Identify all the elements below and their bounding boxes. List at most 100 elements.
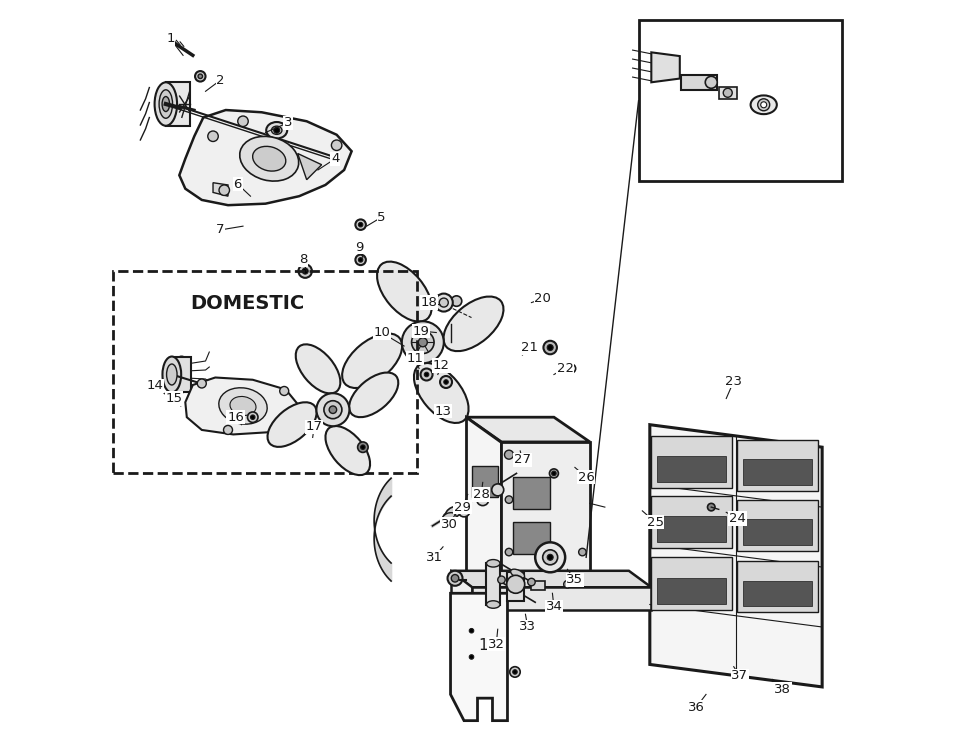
- Ellipse shape: [342, 333, 402, 388]
- Circle shape: [360, 445, 365, 450]
- Text: 16: 16: [227, 411, 244, 423]
- Circle shape: [401, 321, 444, 363]
- Text: 5: 5: [377, 211, 386, 223]
- Text: 11: 11: [407, 351, 423, 365]
- Circle shape: [419, 338, 427, 347]
- Circle shape: [507, 575, 525, 593]
- Text: 35: 35: [566, 573, 583, 587]
- Text: 34: 34: [545, 600, 562, 614]
- Polygon shape: [213, 183, 228, 196]
- Text: 15: 15: [166, 392, 183, 405]
- Bar: [639, 20, 842, 181]
- Ellipse shape: [271, 126, 282, 135]
- Ellipse shape: [751, 96, 777, 114]
- Circle shape: [498, 576, 505, 584]
- Text: 30: 30: [441, 518, 458, 531]
- Text: 33: 33: [519, 620, 536, 633]
- Bar: [743, 519, 812, 544]
- Ellipse shape: [159, 89, 172, 118]
- Circle shape: [543, 341, 557, 354]
- Bar: [738, 499, 818, 550]
- Text: 38: 38: [774, 683, 791, 696]
- Circle shape: [331, 140, 342, 150]
- Circle shape: [208, 131, 218, 141]
- Polygon shape: [185, 378, 299, 435]
- Ellipse shape: [377, 262, 432, 322]
- Polygon shape: [513, 478, 550, 508]
- Circle shape: [491, 484, 504, 496]
- Ellipse shape: [267, 402, 317, 447]
- Bar: [738, 440, 818, 490]
- Ellipse shape: [414, 363, 468, 423]
- Circle shape: [451, 296, 462, 306]
- Polygon shape: [513, 522, 550, 553]
- Text: 2: 2: [217, 74, 225, 86]
- Circle shape: [708, 503, 715, 511]
- Ellipse shape: [326, 426, 370, 475]
- Text: 1: 1: [166, 32, 174, 45]
- Text: 14: 14: [147, 379, 164, 393]
- Ellipse shape: [445, 506, 462, 518]
- Polygon shape: [467, 417, 501, 571]
- Circle shape: [435, 293, 453, 311]
- Text: 10: 10: [374, 326, 390, 339]
- Ellipse shape: [172, 356, 191, 393]
- Text: 1: 1: [478, 638, 488, 653]
- Circle shape: [274, 127, 280, 133]
- Bar: [657, 456, 726, 482]
- Bar: [738, 561, 818, 612]
- Bar: [651, 496, 732, 548]
- Ellipse shape: [167, 82, 189, 126]
- Circle shape: [330, 406, 336, 414]
- Text: 26: 26: [578, 471, 595, 484]
- Text: 3: 3: [284, 117, 292, 129]
- Circle shape: [440, 376, 452, 388]
- Bar: [681, 74, 718, 89]
- Circle shape: [358, 258, 363, 262]
- Text: 12: 12: [433, 359, 450, 372]
- Circle shape: [421, 368, 433, 381]
- Ellipse shape: [240, 136, 299, 181]
- Circle shape: [197, 379, 206, 388]
- Text: 37: 37: [731, 669, 748, 682]
- Text: 31: 31: [425, 550, 443, 564]
- Circle shape: [451, 575, 459, 582]
- Bar: [743, 459, 812, 484]
- Ellipse shape: [230, 396, 256, 415]
- Text: 20: 20: [535, 293, 551, 305]
- Bar: [487, 563, 500, 605]
- Text: 19: 19: [413, 325, 430, 338]
- Circle shape: [443, 512, 455, 524]
- Circle shape: [469, 629, 474, 633]
- Circle shape: [355, 255, 366, 265]
- Circle shape: [195, 71, 206, 81]
- Bar: [532, 581, 545, 590]
- Ellipse shape: [349, 372, 399, 417]
- Ellipse shape: [444, 296, 504, 351]
- Text: 29: 29: [454, 501, 471, 514]
- Text: 24: 24: [729, 512, 746, 525]
- Polygon shape: [298, 153, 322, 180]
- Ellipse shape: [266, 122, 287, 138]
- Ellipse shape: [167, 364, 177, 385]
- Polygon shape: [450, 571, 471, 593]
- Text: 6: 6: [234, 177, 242, 191]
- Text: 9: 9: [354, 241, 363, 253]
- Text: 23: 23: [725, 374, 742, 388]
- Text: 28: 28: [473, 488, 490, 501]
- Ellipse shape: [487, 601, 500, 608]
- Circle shape: [705, 76, 718, 88]
- Bar: [657, 516, 726, 542]
- Circle shape: [723, 88, 732, 97]
- Circle shape: [458, 505, 470, 517]
- Polygon shape: [650, 425, 822, 687]
- Bar: [651, 436, 732, 488]
- Circle shape: [542, 550, 558, 565]
- Circle shape: [412, 331, 434, 353]
- Circle shape: [238, 116, 248, 126]
- Text: 4: 4: [331, 152, 339, 165]
- Circle shape: [447, 571, 463, 586]
- Text: 18: 18: [421, 296, 437, 309]
- Circle shape: [358, 223, 363, 227]
- Circle shape: [280, 387, 288, 396]
